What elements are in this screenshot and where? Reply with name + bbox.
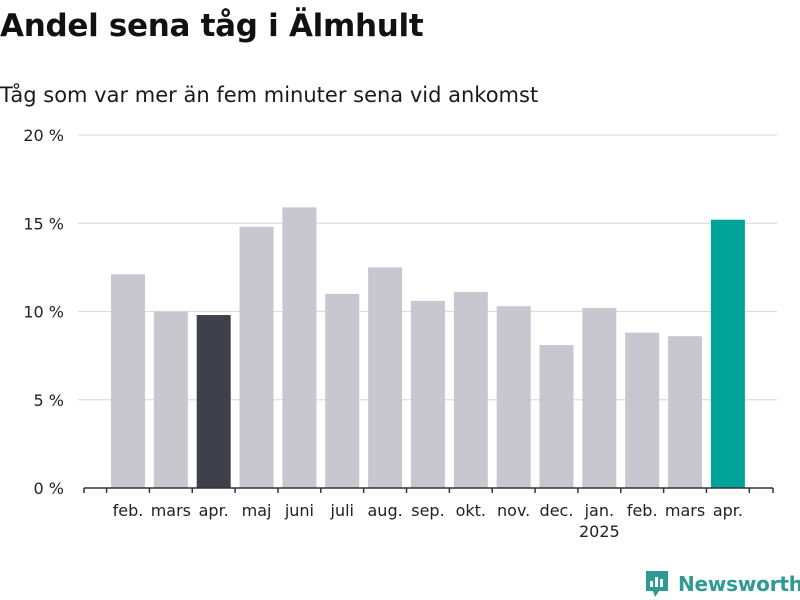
bar <box>153 311 188 488</box>
x-tick-label: dec. <box>540 501 574 520</box>
y-tick-label: 10 % <box>23 303 64 322</box>
x-tick-label: feb. <box>627 501 658 520</box>
y-tick-label: 20 % <box>23 126 64 145</box>
bar-chart: 0 % 5 % 10 % 15 % 20 % feb. mars apr. maj juni jul… <box>23 126 777 541</box>
x-tick-label: maj <box>242 501 272 520</box>
x-tick-label: jan. <box>584 501 614 520</box>
x-tick-label: mars <box>665 501 705 520</box>
x-tick-label: okt. <box>456 501 486 520</box>
y-tick-label: 15 % <box>23 214 64 233</box>
bar <box>196 315 231 488</box>
bar <box>453 292 488 488</box>
x-tick-label: juli <box>330 501 354 520</box>
bar <box>239 226 274 488</box>
bar <box>325 293 360 488</box>
x-tick-label: juni <box>284 501 314 520</box>
brand-logo: Newsworthy <box>644 569 800 599</box>
bar <box>368 267 403 488</box>
x-tick-label: mars <box>151 501 191 520</box>
x-tick-label: aug. <box>368 501 403 520</box>
bar <box>111 274 145 488</box>
x-tick-label: nov. <box>497 501 530 520</box>
bar <box>539 345 574 488</box>
y-tick-label: 5 % <box>34 391 64 410</box>
y-tick-label: 0 % <box>34 479 64 498</box>
bar <box>496 306 531 488</box>
newsworthy-logo-icon <box>646 571 668 597</box>
x-tick-label: apr. <box>199 501 229 520</box>
chart-title: Andel sena tåg i Älmhult <box>0 8 424 44</box>
bar <box>410 300 445 488</box>
chart-subtitle: Tåg som var mer än fem minuter sena vid … <box>0 83 539 107</box>
bar <box>282 207 317 489</box>
bar <box>625 332 660 488</box>
bar <box>710 219 745 488</box>
x-tick-label: apr. <box>713 501 743 520</box>
x-tick-label: feb. <box>113 501 144 520</box>
bar <box>582 307 617 488</box>
x-year-label: 2025 <box>579 522 620 541</box>
bar <box>668 336 703 488</box>
x-tick-label: sep. <box>411 501 444 520</box>
brand-name: Newsworthy <box>678 572 800 596</box>
